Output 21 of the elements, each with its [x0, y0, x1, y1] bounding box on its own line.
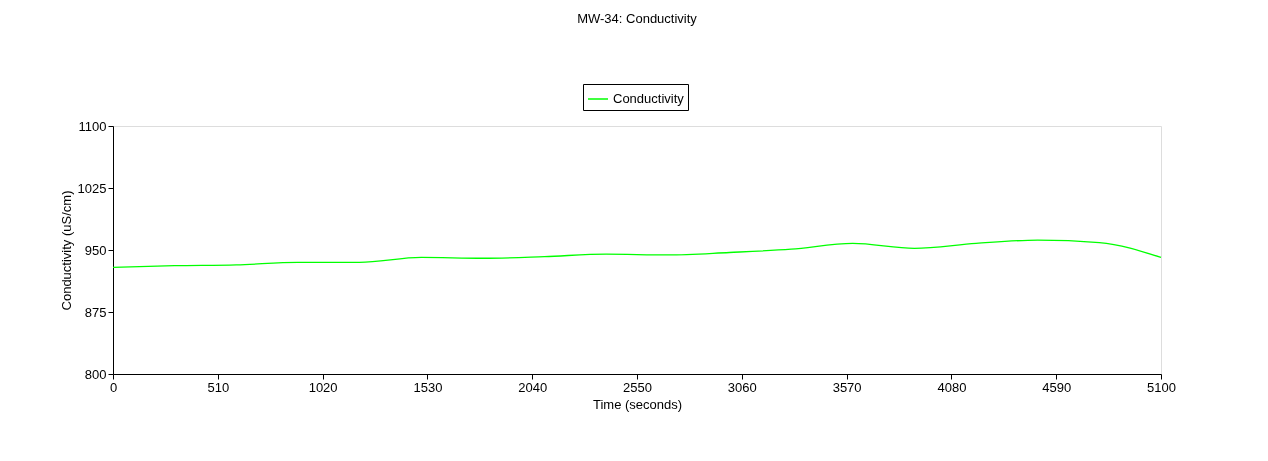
x-axis-title: Time (seconds): [592, 396, 683, 412]
x-tick-label: 3060: [727, 379, 757, 395]
x-tick-label: 2040: [518, 379, 548, 395]
x-tick-label: 1020: [308, 379, 338, 395]
y-tick-label: 1100: [78, 118, 107, 134]
line-series: [112, 239, 1162, 269]
x-tick-label: 2550: [623, 379, 652, 395]
y-tick-label: 1025: [77, 180, 107, 196]
x-tick-label: 3570: [832, 379, 862, 395]
chart-title: MW-34: Conductivity: [577, 10, 698, 26]
x-tick-label: 0: [109, 379, 118, 395]
y-axis-title: Conductivity (uS/cm): [58, 190, 74, 311]
x-tick-label: 4080: [937, 379, 967, 395]
y-tick-label: 950: [84, 242, 107, 258]
x-tick-label: 510: [207, 379, 230, 395]
x-tick-label: 4590: [1042, 379, 1072, 395]
x-tick-label: 1530: [413, 379, 443, 395]
y-tick-label: 875: [84, 304, 107, 320]
x-tick-label: 5100: [1147, 379, 1176, 395]
y-tick-label: 800: [84, 366, 107, 382]
legend-label: Conductivity: [613, 91, 685, 106]
